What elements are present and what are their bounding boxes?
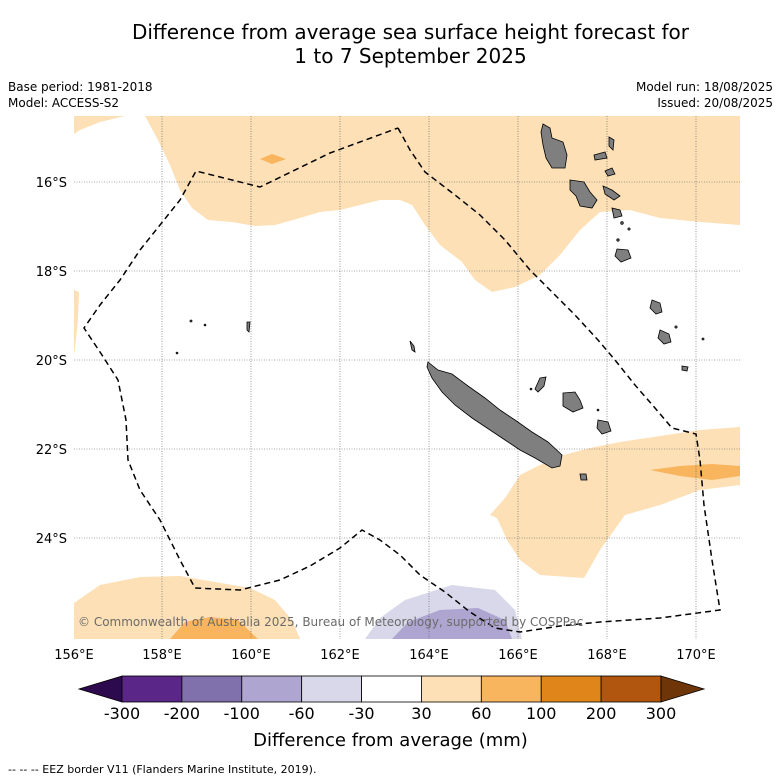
anomaly-core-southwest: [170, 617, 258, 639]
lon-label-160e: 160°E: [231, 648, 271, 663]
ambae: [593, 151, 608, 161]
lon-label-156e: 156°E: [54, 648, 94, 663]
lon-label-162e: 162°E: [320, 648, 360, 663]
colorbar-segment: [480, 675, 542, 703]
tanna: [649, 299, 663, 315]
isle-of-pines: [579, 473, 588, 481]
model-name: Model: ACCESS-S2: [8, 96, 120, 110]
colorbar-tick-label: -200: [163, 704, 201, 723]
colorbar-segment: [301, 675, 362, 703]
colorbar-tick-label: 100: [525, 704, 557, 723]
mare-island: [596, 419, 612, 435]
map-title: Difference from average sea surface heig…: [20, 20, 781, 68]
colorbar: [77, 675, 706, 703]
lon-label-158e: 158°E: [142, 648, 182, 663]
graticule: [74, 116, 740, 639]
anomaly-region-northwest: [74, 116, 125, 134]
colorbar-tick-label: 60: [471, 704, 492, 723]
lat-label-18s: 18°S: [36, 265, 67, 280]
anomaly-region-west-edge: [74, 290, 79, 356]
landmasses: [175, 123, 705, 481]
aneityum: [657, 329, 672, 345]
ouvea-island: [534, 376, 547, 393]
colorbar-segment: [361, 675, 422, 703]
anomaly-core-east: [650, 464, 740, 480]
lifou-island: [562, 391, 584, 413]
efate: [611, 207, 623, 219]
eez-legend-footnote: -- -- -- EEZ border V11 (Flanders Marine…: [8, 763, 317, 776]
colorbar-tick-labels: -300 -200 -100 -60 -30 30 60 100 200 300: [0, 704, 781, 726]
colorbar-tick-label: -300: [103, 704, 141, 723]
title-line-2: 1 to 7 September 2025: [294, 44, 527, 68]
erromango: [614, 248, 632, 263]
colorbar-segment: [181, 675, 243, 703]
lon-label-170e: 170°E: [676, 648, 716, 663]
colorbar-tick-label: -60: [288, 704, 315, 723]
epi: [602, 185, 621, 201]
latitude-labels: 16°S 18°S 20°S 22°S 24°S: [36, 176, 67, 547]
new-caledonia-grande-terre: [426, 361, 563, 469]
ambrym: [604, 167, 616, 177]
colorbar-tick-label: 200: [585, 704, 617, 723]
chesterfield-island: [246, 321, 251, 333]
longitude-labels: 156°E 158°E 160°E 162°E 164°E 166°E 168°…: [54, 648, 716, 663]
lon-label-164e: 164°E: [409, 648, 449, 663]
meta-left: Base period: 1981-2018 Model: ACCESS-S2: [8, 79, 153, 111]
espiritu-santo: [540, 123, 568, 169]
colorbar-label: Difference from average (mm): [253, 730, 528, 751]
copyright-notice: © Commonwealth of Australia 2025, Bureau…: [78, 615, 583, 629]
meta-right: Model run: 18/08/2025 Issued: 20/08/2025: [636, 79, 773, 111]
colorbar-segment: [121, 675, 183, 703]
colorbar-extend-low: [77, 675, 123, 703]
lon-label-168e: 168°E: [587, 648, 627, 663]
eez-border: [83, 127, 721, 633]
colorbar-tick-label: 30: [411, 704, 432, 723]
issued-date: Issued: 20/08/2025: [657, 96, 773, 110]
lat-label-20s: 20°S: [36, 354, 67, 369]
anomaly-region-southwest: [74, 576, 300, 639]
model-run: Model run: 18/08/2025: [635, 80, 773, 94]
colorbar-tick-label: -100: [223, 704, 260, 723]
map-panel: © Commonwealth of Australia 2025, Bureau…: [74, 116, 740, 639]
colorbar-segment: [421, 675, 482, 703]
colorbar-tick-label: -30: [348, 704, 375, 723]
anomaly-region-north: [145, 116, 740, 292]
anomaly-core-north: [260, 154, 286, 164]
colorbar-tick-label: 300: [645, 704, 677, 723]
belep-islands: [409, 340, 416, 353]
lat-label-22s: 22°S: [36, 443, 67, 458]
base-period: Base period: 1981-2018: [8, 80, 153, 94]
colorbar-segment: [600, 675, 662, 703]
title-line-1: Difference from average sea surface heig…: [131, 20, 690, 44]
malekula: [569, 179, 598, 209]
matthew-island: [681, 365, 689, 372]
colorbar-segment: [540, 675, 602, 703]
lat-label-16s: 16°S: [36, 176, 67, 191]
lat-label-24s: 24°S: [36, 532, 67, 547]
lon-label-166e: 166°E: [498, 648, 538, 663]
pentecost: [608, 136, 615, 151]
anomaly-negative-south-core: [392, 608, 512, 639]
colorbar-extend-high: [660, 675, 706, 703]
colorbar-segment: [241, 675, 303, 703]
